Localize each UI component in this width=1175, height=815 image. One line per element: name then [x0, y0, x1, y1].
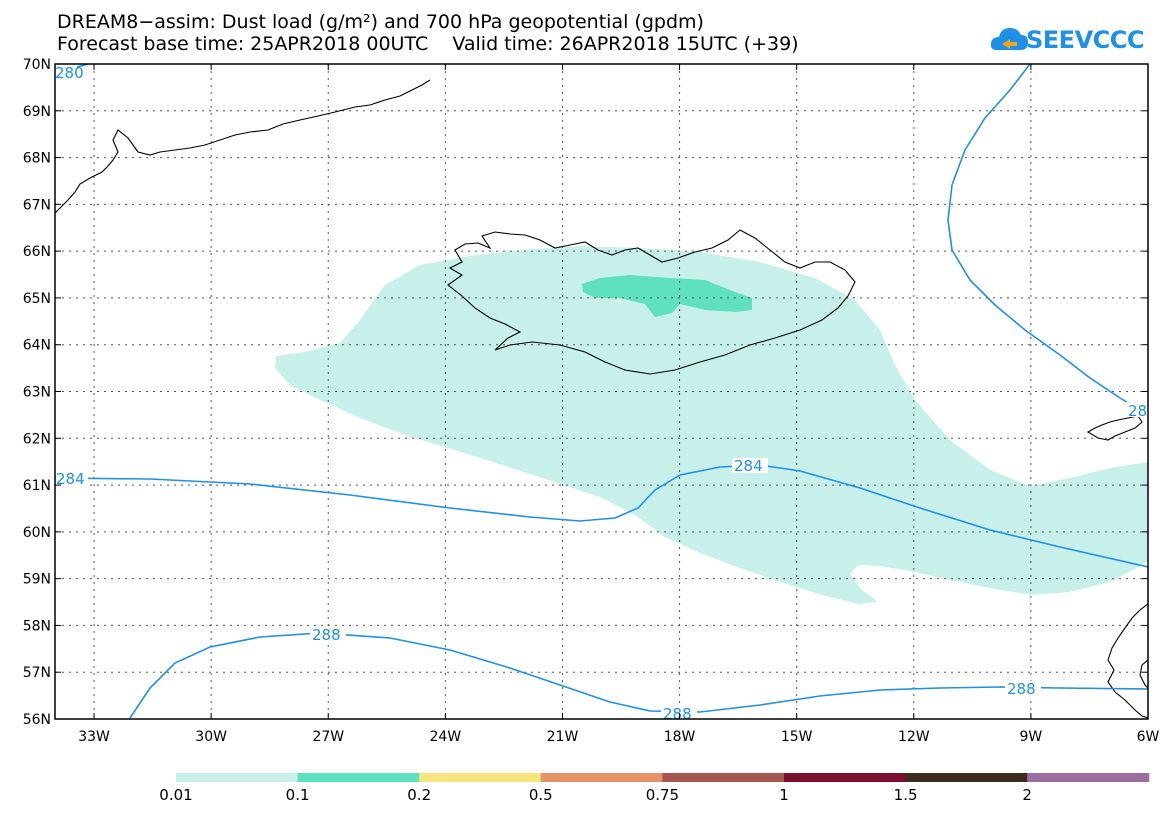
- lon-label: 12W: [898, 729, 930, 745]
- colorbar-label: 0.01: [159, 786, 193, 804]
- geopotential-contours: [55, 64, 1148, 719]
- cloud-icon: [990, 28, 1028, 50]
- logo-text: SEEVCCC: [1026, 26, 1145, 54]
- lat-lon-grid: [55, 64, 1148, 719]
- contour-label-288-east: 288: [1007, 680, 1036, 698]
- dust-region-mid: [582, 275, 752, 317]
- lat-label: 59N: [23, 572, 51, 588]
- map-title: DREAM8−assim: Dust load (g/m²) and 700 h…: [57, 11, 704, 33]
- colorbar-swatch: [419, 773, 542, 782]
- coastlines: [55, 79, 1148, 719]
- lon-label: 33W: [78, 729, 110, 745]
- contour-label-280: 280: [55, 64, 84, 82]
- lon-label: 15W: [781, 729, 813, 745]
- contour-288-east: [947, 64, 1148, 416]
- lat-label: 57N: [23, 665, 51, 681]
- greenland-coast: [55, 79, 431, 214]
- lon-label: 18W: [664, 729, 696, 745]
- contour-label-284-mid: 284: [734, 457, 763, 475]
- contour-label-288-mid: 288: [663, 705, 692, 723]
- colorbar-swatch: [784, 773, 907, 782]
- iceland-coast: [447, 229, 856, 375]
- colorbar-swatch: [905, 773, 1028, 782]
- lat-label: 64N: [23, 338, 51, 354]
- lat-label: 66N: [23, 244, 51, 260]
- colorbar-label: 1: [779, 786, 789, 804]
- map-area: 280 284 284 288 288 288 28: [55, 64, 1148, 723]
- contour-label-28-east: 28: [1128, 402, 1147, 420]
- colorbar-label: 0.75: [645, 786, 680, 804]
- lon-label: 27W: [312, 729, 344, 745]
- contour-labels: 280 284 284 288 288 288 28: [55, 64, 1148, 723]
- faroe-coast: [1086, 415, 1143, 441]
- lon-label: 6W: [1137, 729, 1160, 745]
- lat-label: 68N: [23, 151, 51, 167]
- lat-label: 60N: [23, 525, 51, 541]
- colorbar-swatch: [1027, 773, 1150, 782]
- colorbar-label: 0.1: [285, 786, 310, 804]
- lat-label: 58N: [23, 618, 51, 634]
- lat-label: 56N: [23, 712, 51, 728]
- seevccc-logo: SEEVCCC: [990, 20, 1165, 60]
- lat-label: 70N: [23, 57, 51, 73]
- lat-label: 67N: [23, 197, 51, 213]
- lat-label: 65N: [23, 291, 51, 307]
- colorbar-swatch: [176, 773, 299, 782]
- lon-label: 24W: [430, 729, 462, 745]
- scotland-coast: [1107, 603, 1148, 719]
- lat-label: 63N: [23, 385, 51, 401]
- colorbar-swatch: [297, 773, 420, 782]
- contour-284: [55, 464, 1148, 568]
- longitude-axis: 33W 30W 27W 24W 21W 18W 15W 12W 9W 6W: [78, 64, 1160, 745]
- dust-region-low: [275, 246, 1148, 604]
- colorbar: [176, 773, 1150, 782]
- colorbar-swatch: [540, 773, 663, 782]
- colorbar-label: 0.2: [407, 786, 432, 804]
- shetland-coast: [1139, 659, 1148, 689]
- lon-label: 30W: [195, 729, 227, 745]
- lat-label: 61N: [23, 478, 51, 494]
- contour-label-284-west: 284: [56, 470, 85, 488]
- colorbar-swatch: [662, 773, 785, 782]
- forecast-times: Forecast base time: 25APR2018 00UTC Vali…: [57, 33, 799, 55]
- lon-label: 21W: [547, 729, 579, 745]
- colorbar-label: 2: [1022, 786, 1032, 804]
- lat-label: 69N: [23, 104, 51, 120]
- lat-label: 62N: [23, 431, 51, 447]
- contour-288: [129, 632, 1148, 719]
- contour-label-288-west: 288: [312, 626, 341, 644]
- lon-label: 9W: [1020, 729, 1043, 745]
- colorbar-label: 1.5: [893, 786, 918, 804]
- latitude-axis: 70N 69N 68N 67N 66N 65N 64N 63N 62N 61N 60N 59N 58N 5…: [23, 57, 1148, 728]
- colorbar-label: 0.5: [528, 786, 553, 804]
